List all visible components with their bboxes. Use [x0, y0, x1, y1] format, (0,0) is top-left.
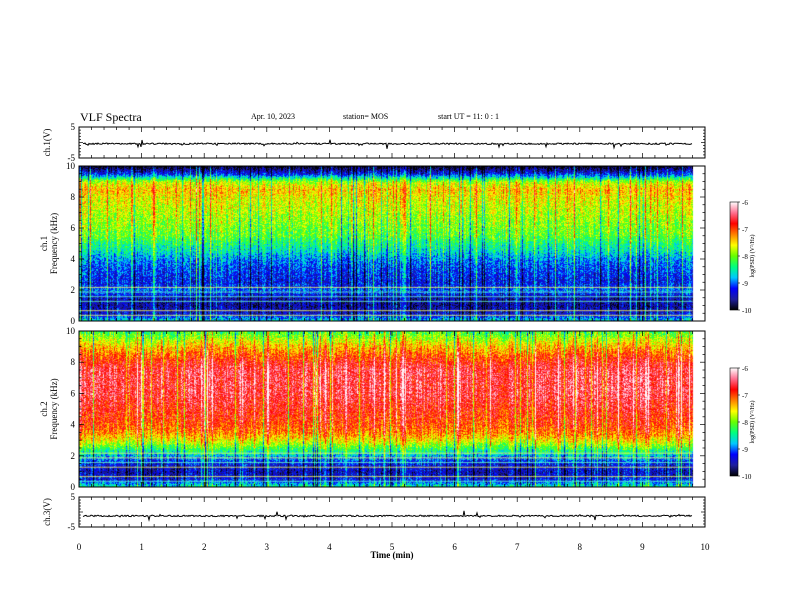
x-tick-label: 7 — [515, 542, 520, 552]
colorbar-tick-label: -8 — [742, 253, 748, 261]
y-tick-label: -5 — [68, 522, 76, 532]
y-tick-label: 2 — [71, 285, 76, 295]
colorbar-tick-label: -6 — [742, 199, 748, 207]
waveform-trace — [82, 510, 693, 522]
colorbar-tick-label: -10 — [742, 307, 752, 315]
spectrogram-ch2 — [79, 331, 705, 487]
colorbar-scale — [729, 367, 739, 477]
x-tick-label: 2 — [202, 542, 207, 552]
y-tick-label: 0 — [71, 316, 76, 326]
x-tick-label: 4 — [327, 542, 332, 552]
x-tick-label: 0 — [77, 542, 82, 552]
y-tick-label: 10 — [66, 161, 76, 171]
x-tick-label: 9 — [640, 542, 645, 552]
colorbar-ch2: -6 -7 -8 -9 -10 log(PSD) (V²/Hz) — [729, 365, 756, 481]
ch1-waveform-ylabel: ch.1(V) — [42, 129, 52, 157]
x-tick-label: 6 — [452, 542, 457, 552]
spectrogram-ch1 — [79, 166, 705, 321]
x-tick-label: 10 — [701, 542, 711, 552]
y-tick-label: 8 — [71, 192, 76, 202]
y-tick-label: -5 — [68, 153, 76, 163]
y-tick-label: 5 — [71, 492, 76, 502]
colorbar-tick-label: -7 — [742, 226, 748, 234]
y-tick-label: 2 — [71, 451, 76, 461]
y-tick-label: 6 — [71, 223, 76, 233]
x-tick-label: 3 — [265, 542, 270, 552]
y-tick-label: 6 — [71, 388, 76, 398]
colorbar-label: log(PSD) (V²/Hz) — [749, 401, 756, 444]
y-tick-label: 8 — [71, 357, 76, 367]
station-label: station= MOS — [343, 112, 389, 121]
x-tick-label: 5 — [390, 542, 395, 552]
x-axis-label: Time (min) — [370, 550, 413, 560]
colorbar-tick-label: -9 — [742, 446, 748, 454]
waveform-ch3: 5 -5 — [68, 492, 705, 532]
date-label: Apr. 10, 2023 — [251, 112, 295, 121]
colorbar-tick-label: -6 — [742, 365, 748, 373]
y-tick-label: 5 — [71, 122, 76, 132]
colorbar-tick-label: -8 — [742, 419, 748, 427]
waveform-ch1: 5 -5 — [68, 122, 705, 163]
waveform-trace — [82, 139, 693, 150]
colorbar-scale — [729, 201, 739, 311]
ch3-waveform-ylabel: ch.3(V) — [42, 498, 52, 526]
colorbar-tick-label: -7 — [742, 392, 748, 400]
spectrogram-image — [79, 331, 705, 487]
y-tick-label: 0 — [71, 482, 76, 492]
x-tick-label: 8 — [578, 542, 583, 552]
y-tick-label: 4 — [71, 254, 76, 264]
y-tick-label: 10 — [66, 326, 76, 336]
colorbar-tick-label: -9 — [742, 280, 748, 288]
colorbar-tick-label: -10 — [742, 473, 752, 481]
ch1-frequency-ylabel: ch.1Frequency (kHz) — [39, 213, 59, 274]
y-tick-label: 4 — [71, 420, 76, 430]
plot-title: VLF Spectra — [80, 110, 142, 124]
x-tick-label: 1 — [139, 542, 144, 552]
start-ut-label: start UT = 11: 0 : 1 — [438, 112, 499, 121]
ch2-frequency-ylabel: ch.2Frequency (kHz) — [39, 378, 59, 439]
spectrogram-image — [79, 166, 705, 321]
colorbar-label: log(PSD) (V²/Hz) — [749, 235, 756, 278]
colorbar-ch1: -6 -7 -8 -9 -10 log(PSD) (V²/Hz) — [729, 199, 756, 315]
